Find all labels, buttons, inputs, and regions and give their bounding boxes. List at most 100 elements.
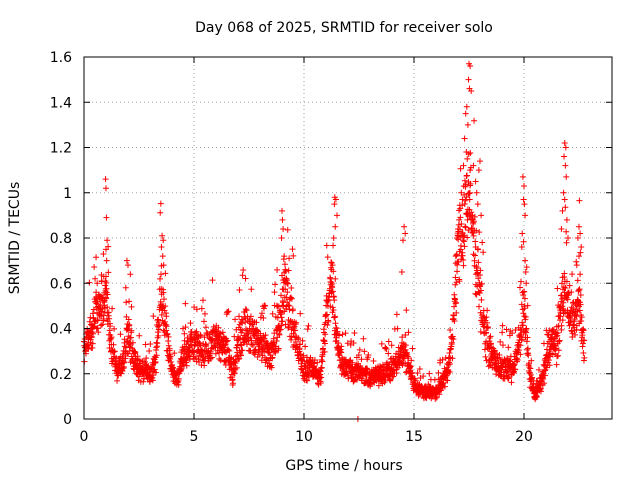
data-point [175,381,182,388]
data-point [554,285,561,292]
data-point [324,254,331,261]
data-point [262,332,269,339]
data-point [278,235,285,241]
y-tick-label: 1.6 [50,50,72,66]
data-point [103,295,110,302]
data-point [150,313,157,320]
data-point [167,358,174,365]
data-point [506,357,513,364]
data-point [559,207,566,214]
data-point [226,347,233,354]
data-point [541,380,548,387]
data-point [297,341,304,348]
data-point [330,235,337,241]
data-point [509,330,516,337]
data-point [94,317,101,324]
data-point [154,340,161,347]
data-point [261,348,268,355]
data-point [477,158,483,165]
data-point [230,380,237,387]
data-point [146,348,153,355]
data-point [331,201,338,208]
data-point [237,341,244,348]
data-point [471,257,478,264]
data-point [328,259,335,266]
data-point [483,314,490,321]
data-point [545,357,552,364]
data-point [314,359,321,366]
data-point [451,318,458,325]
data-point [553,361,560,368]
data-point [336,332,343,339]
data-point [342,330,349,337]
data-point [157,209,164,216]
data-point [461,243,468,250]
data-point [351,330,358,337]
data-point [398,268,405,275]
data-point [558,225,565,232]
data-point [95,329,102,336]
data-point [456,278,463,285]
data-point [399,334,406,341]
data-point [108,334,115,341]
data-point [159,253,166,260]
data-point [472,290,479,297]
data-point [578,244,585,251]
data-point [412,377,419,384]
data-point [165,333,172,340]
data-point [325,318,332,325]
data-point [568,289,575,296]
data-point [273,337,280,344]
data-point [497,338,504,345]
data-point [90,330,97,337]
data-point [260,315,267,322]
data-point [518,336,525,343]
data-point [521,313,528,320]
data-point [237,351,244,358]
data-point [123,327,130,334]
data-point [445,367,452,374]
data-point [247,313,254,320]
data-point [390,373,397,380]
data-point [477,328,484,335]
data-point [231,358,238,365]
data-point [577,230,584,237]
data-point [528,357,535,364]
data-point [329,304,336,311]
data-point [360,335,367,342]
data-point [335,339,342,346]
data-point [555,347,562,354]
data-point [286,255,293,262]
data-point [158,244,165,251]
data-point [106,315,113,322]
data-point [546,346,553,353]
data-point [92,275,99,282]
data-point [203,341,210,348]
data-point [405,329,412,336]
data-point [524,334,531,341]
data-point [110,341,117,348]
data-point [160,237,167,244]
data-point [576,223,582,230]
data-point [98,308,105,315]
data-point [127,334,134,341]
data-point [328,289,335,296]
data-point [385,350,392,357]
data-point [126,321,133,328]
x-tick-label: 5 [190,429,199,445]
data-point [401,223,408,230]
data-point [572,311,579,318]
data-point [332,196,339,203]
data-point [462,224,469,231]
data-point [453,299,460,306]
data-point [125,262,131,269]
data-point [286,306,293,313]
data-point [113,354,120,361]
data-point [279,318,286,325]
data-point [253,319,260,326]
data-point [467,180,474,187]
data-point [322,312,329,319]
data-point [162,270,169,277]
data-point [463,103,470,110]
data-point [96,313,103,320]
